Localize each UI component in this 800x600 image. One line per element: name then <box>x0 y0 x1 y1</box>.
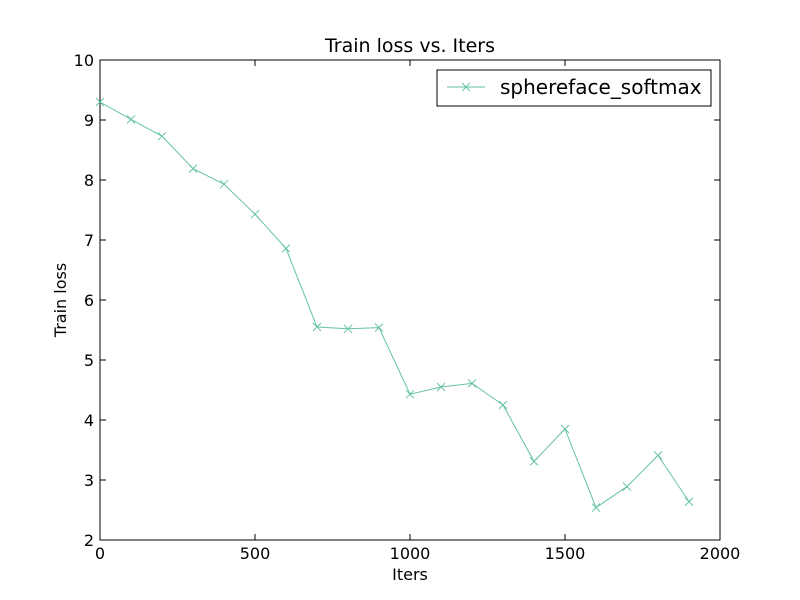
data-point-marker <box>560 424 570 434</box>
x-tick-label: 2000 <box>700 544 741 563</box>
y-tick-label: 10 <box>74 51 94 70</box>
marker-stroke <box>461 82 471 92</box>
data-point-marker <box>653 451 663 460</box>
marker-stroke <box>219 179 229 189</box>
plot-area <box>99 59 721 541</box>
data-point-marker <box>436 382 446 392</box>
legend: sphereface_softmax <box>436 69 712 107</box>
data-point-marker <box>126 115 136 124</box>
data-point-marker <box>405 389 415 399</box>
marker-stroke <box>374 323 384 332</box>
x-tick-label: 500 <box>240 544 271 563</box>
marker-stroke <box>405 389 415 399</box>
marker-stroke <box>250 209 260 219</box>
data-point-marker <box>188 164 198 173</box>
axis-ticks <box>99 59 721 541</box>
marker-stroke <box>436 382 446 392</box>
data-point-marker <box>622 482 632 491</box>
data-point-marker <box>219 179 229 189</box>
data-point-marker <box>467 379 477 388</box>
data-point-marker <box>250 209 260 219</box>
x-tick-label: 1000 <box>390 544 431 563</box>
data-point-marker <box>591 503 601 512</box>
data-point-marker <box>684 497 694 506</box>
marker-stroke <box>622 482 632 491</box>
y-tick-label: 2 <box>84 531 94 550</box>
x-tick-label: 1500 <box>545 544 586 563</box>
marker-stroke <box>684 497 694 506</box>
legend-box <box>436 69 712 107</box>
marker-stroke <box>591 503 601 512</box>
data-point-marker <box>498 400 508 410</box>
y-tick-label: 6 <box>84 291 94 310</box>
y-axis-label: Train loss <box>51 263 70 338</box>
legend-label: sphereface_softmax <box>500 75 702 99</box>
data-point-marker <box>374 323 384 332</box>
y-tick-label: 8 <box>84 171 94 190</box>
marker-stroke <box>653 451 663 460</box>
marker-stroke <box>188 164 198 173</box>
y-tick-labels: 2 3 4 5 6 7 8 9 10 <box>74 51 94 550</box>
marker-stroke <box>343 324 353 334</box>
marker-stroke <box>157 131 167 141</box>
y-tick-label: 3 <box>84 471 94 490</box>
marker-stroke <box>312 322 322 332</box>
data-point-marker <box>312 322 322 332</box>
marker-stroke <box>560 424 570 434</box>
x-tick-labels: 0 500 1000 1500 2000 <box>95 544 740 563</box>
x-axis-label: Iters <box>392 565 428 584</box>
marker-stroke <box>126 115 136 124</box>
x-tick-label: 0 <box>95 544 105 563</box>
marker-stroke <box>281 244 291 253</box>
series-line <box>99 101 690 509</box>
data-point-marker <box>157 131 167 141</box>
data-point-marker <box>95 97 105 107</box>
marker-stroke <box>498 400 508 410</box>
chart-title: Train loss vs. Iters <box>324 35 495 57</box>
data-point-marker <box>343 324 353 334</box>
y-tick-label: 5 <box>84 351 94 370</box>
legend-marker-x <box>461 82 471 92</box>
data-point-marker <box>281 244 291 253</box>
y-tick-label: 4 <box>84 411 94 430</box>
y-tick-label: 9 <box>84 111 94 130</box>
y-tick-label: 7 <box>84 231 94 250</box>
marker-stroke <box>529 457 539 466</box>
data-point-marker <box>529 457 539 466</box>
marker-stroke <box>467 379 477 388</box>
marker-stroke <box>95 97 105 107</box>
series-layer <box>95 97 694 512</box>
